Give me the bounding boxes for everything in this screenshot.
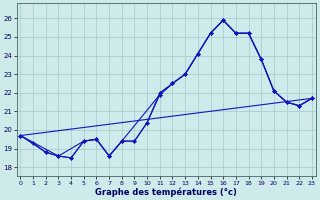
X-axis label: Graphe des températures (°c): Graphe des températures (°c) [95, 187, 237, 197]
